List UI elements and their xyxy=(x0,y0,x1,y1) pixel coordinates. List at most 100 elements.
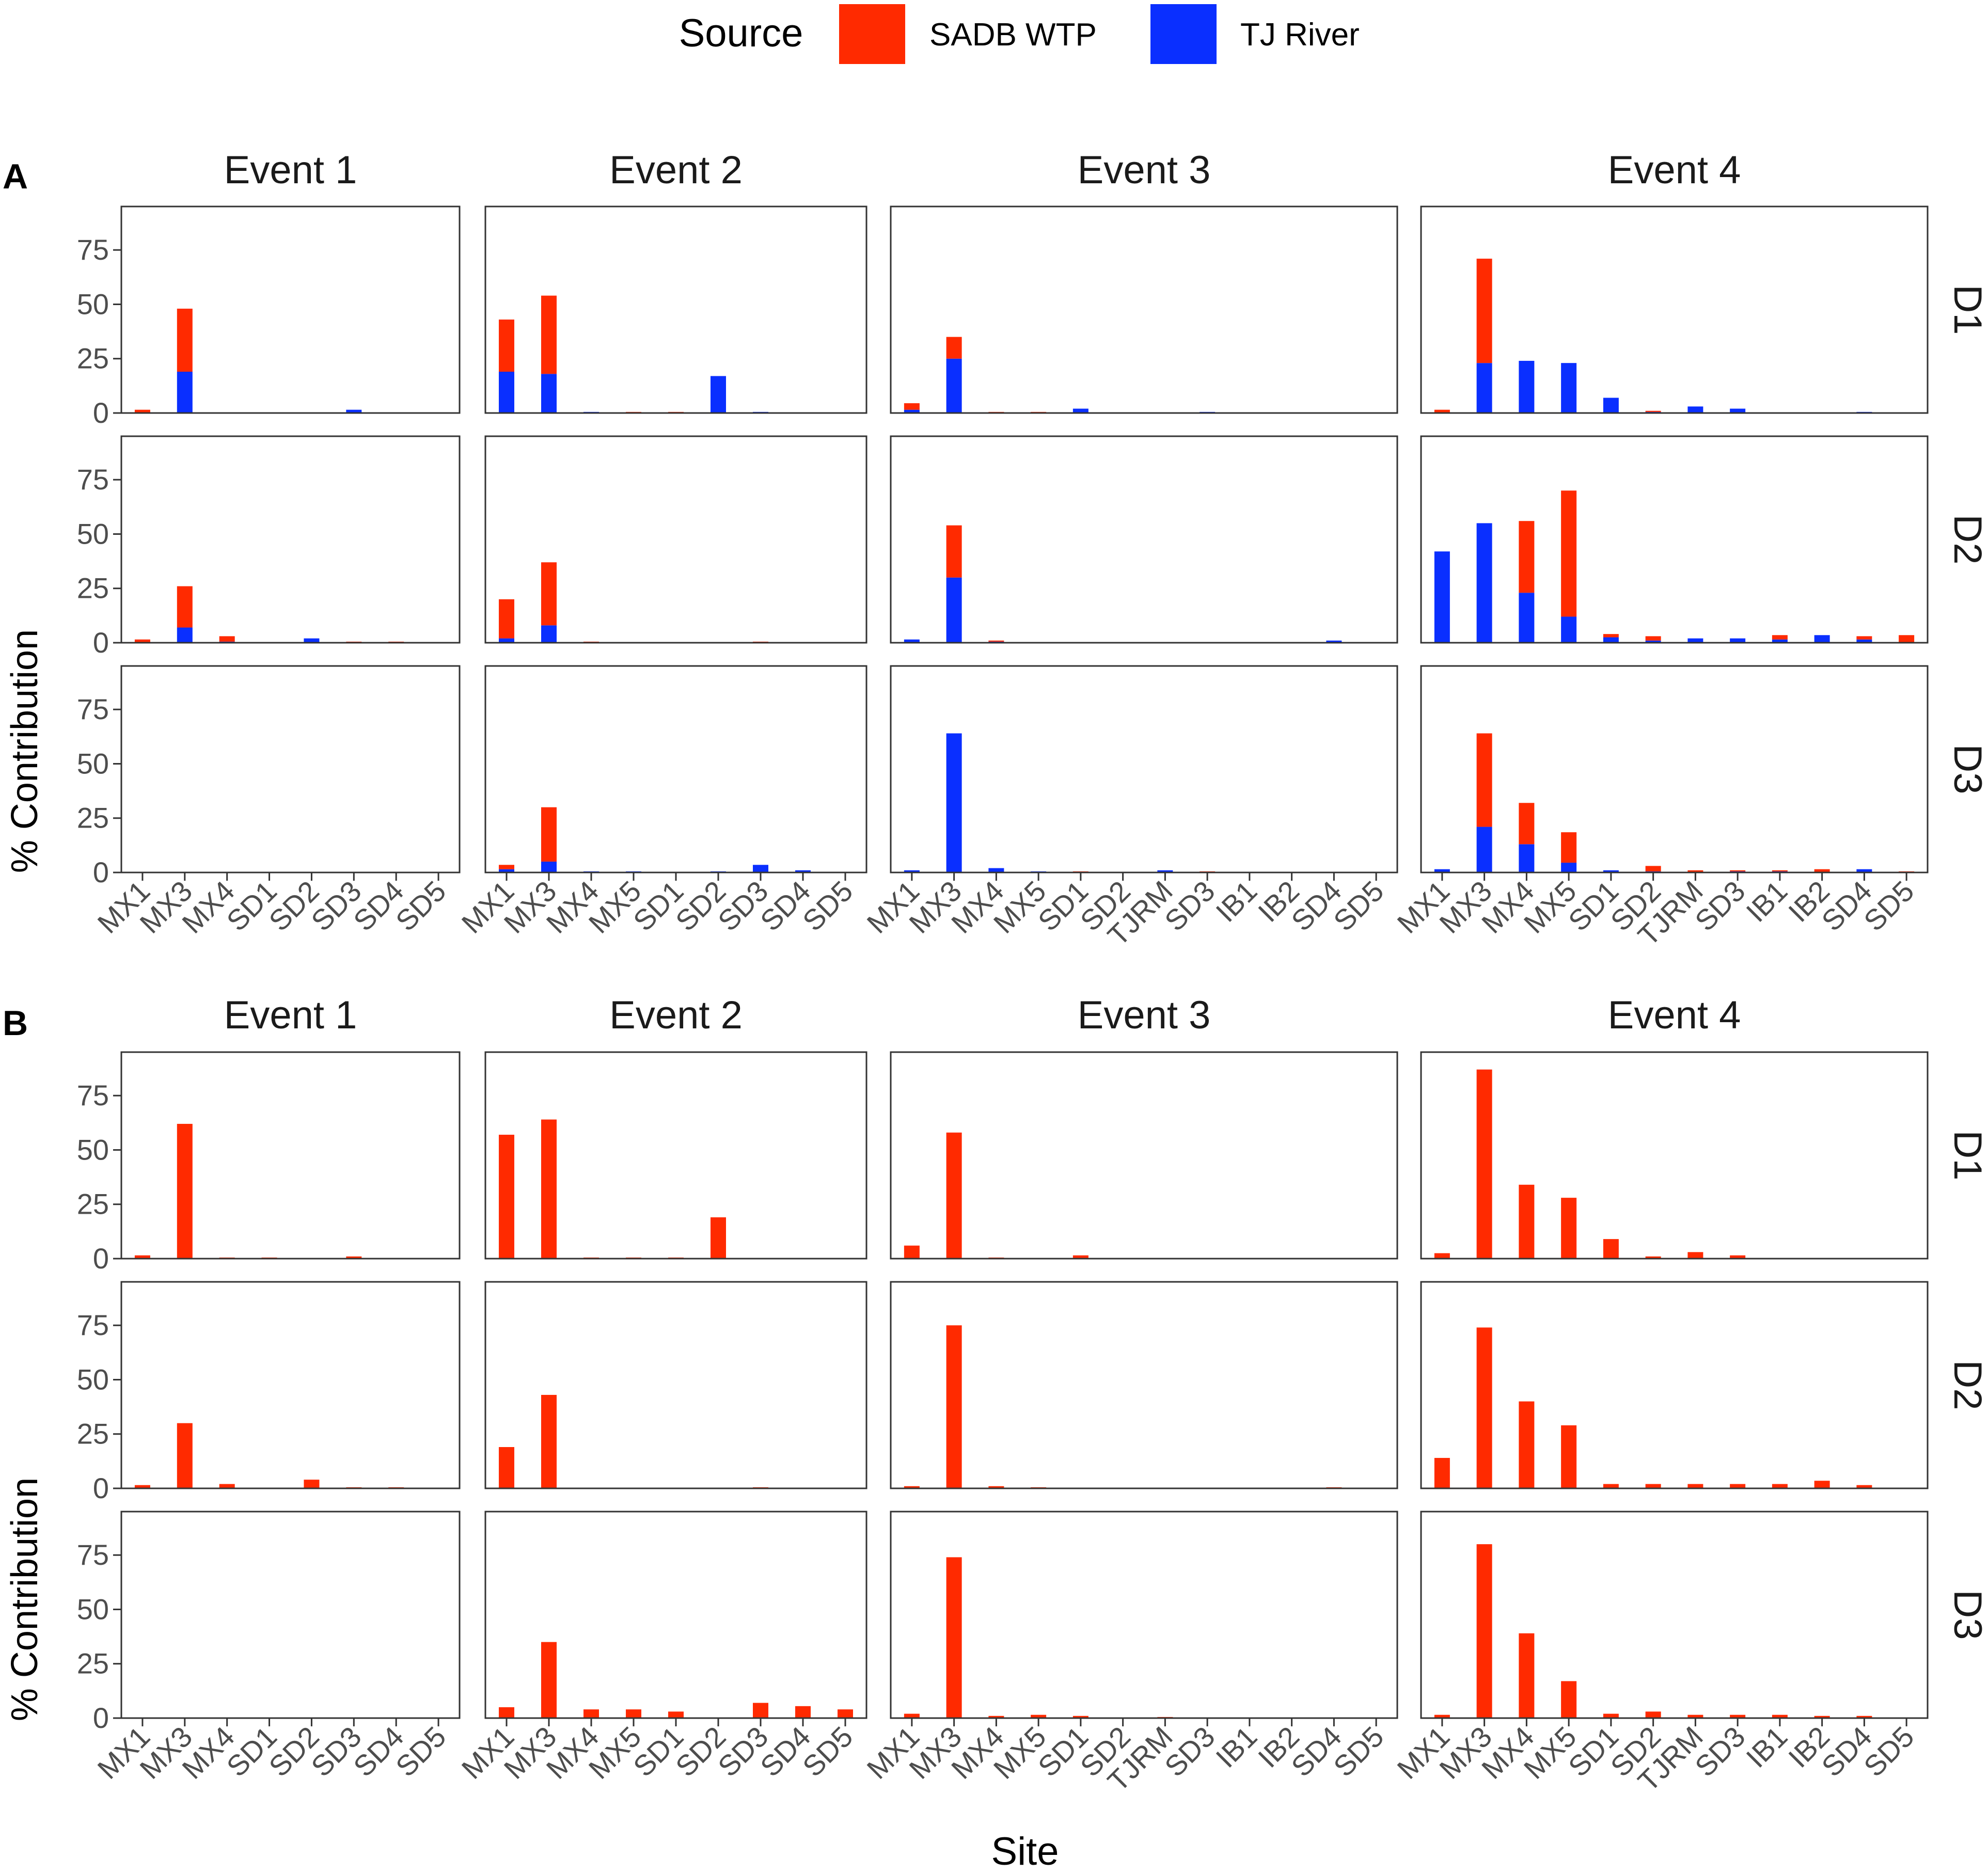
facet-frame xyxy=(120,1281,461,1489)
event-header-4: Event 4 xyxy=(1608,993,1741,1037)
bar-tj-river xyxy=(177,372,193,413)
depth-strip-d3: D3 xyxy=(1946,744,1988,794)
y-tick-label: 25 xyxy=(77,1188,109,1220)
bar-sadb-wtp xyxy=(1519,1184,1535,1259)
bar-sadb-wtp xyxy=(1730,1714,1746,1718)
y-tick-label: 25 xyxy=(77,572,109,605)
bar-sadb-wtp xyxy=(1856,636,1872,640)
bar-sadb-wtp xyxy=(1603,634,1619,638)
y-tick-label: 50 xyxy=(77,517,109,550)
y-tick-label: 0 xyxy=(93,1702,109,1734)
bar-sadb-wtp xyxy=(1687,1252,1703,1259)
bar-sadb-wtp xyxy=(541,807,557,862)
facet-frame xyxy=(484,435,867,644)
facet-frame xyxy=(120,205,461,414)
bar-tj-river xyxy=(1856,869,1872,872)
bar-sadb-wtp xyxy=(1856,1485,1872,1488)
legend-label-tj-river: TJ River xyxy=(1240,17,1360,53)
facet-frame xyxy=(890,205,1398,414)
x-tick-label: SD5 xyxy=(796,875,859,938)
y-tick-label: 75 xyxy=(77,1538,109,1571)
bar-sadb-wtp xyxy=(177,586,193,628)
facet-b-e2-d1 xyxy=(484,1051,867,1260)
bar-sadb-wtp xyxy=(1561,1198,1577,1259)
bar-tj-river xyxy=(1157,870,1173,872)
bar-sadb-wtp xyxy=(1561,1681,1577,1718)
event-header-2: Event 2 xyxy=(609,993,743,1037)
depth-strip-d1: D1 xyxy=(1946,1130,1988,1180)
bar-sadb-wtp xyxy=(1476,259,1492,363)
bar-tj-river xyxy=(1603,398,1619,413)
bar-tj-river xyxy=(1730,408,1746,413)
x-tick-label: SD5 xyxy=(1857,875,1920,938)
y-tick-label: 50 xyxy=(77,288,109,320)
y-tick-label: 0 xyxy=(93,1472,109,1504)
bar-sadb-wtp xyxy=(177,308,193,372)
bar-sadb-wtp xyxy=(1772,1714,1788,1718)
x-tick-label: SD5 xyxy=(1327,875,1390,938)
facet-b-e4-d2 xyxy=(1420,1281,1929,1489)
bar-tj-river xyxy=(1814,635,1830,643)
facet-frame xyxy=(484,205,867,414)
bar-tj-river xyxy=(1072,408,1088,413)
facet-frame xyxy=(890,1051,1398,1260)
bar-sadb-wtp xyxy=(1561,1425,1577,1488)
bar-sadb-wtp xyxy=(1730,870,1746,871)
bar-tj-river xyxy=(946,733,962,872)
bar-sadb-wtp xyxy=(1772,870,1788,871)
facet-frame xyxy=(120,435,461,644)
bar-sadb-wtp xyxy=(904,1245,920,1259)
y-tick-label: 50 xyxy=(77,1133,109,1166)
bar-sadb-wtp xyxy=(134,639,150,643)
bar-sadb-wtp xyxy=(219,636,235,642)
facet-frame xyxy=(1420,205,1929,414)
facet-a-e3-d2 xyxy=(890,435,1398,644)
bar-sadb-wtp xyxy=(946,337,962,359)
event-header-4: Event 4 xyxy=(1608,148,1741,192)
bar-tj-river xyxy=(1476,523,1492,643)
bar-sadb-wtp xyxy=(1603,1713,1619,1718)
bar-tj-river xyxy=(1856,639,1872,643)
bar-sadb-wtp xyxy=(1519,1401,1535,1488)
bar-sadb-wtp xyxy=(134,409,150,413)
bar-sadb-wtp xyxy=(219,1484,235,1488)
x-tick-label: SD5 xyxy=(1327,1720,1390,1783)
bar-sadb-wtp xyxy=(1687,870,1703,872)
bar-tj-river xyxy=(1687,638,1703,643)
event-header-3: Event 3 xyxy=(1078,148,1211,192)
bar-sadb-wtp xyxy=(499,1135,514,1259)
bar-sadb-wtp xyxy=(499,599,514,639)
y-tick-label: 50 xyxy=(77,1363,109,1395)
bar-tj-river xyxy=(946,358,962,413)
bar-sadb-wtp xyxy=(988,1486,1004,1488)
bar-sadb-wtp xyxy=(541,1394,557,1488)
bar-sadb-wtp xyxy=(1645,1711,1661,1718)
bar-sadb-wtp xyxy=(1519,1633,1535,1718)
event-header-3: Event 3 xyxy=(1078,993,1211,1037)
bar-tj-river xyxy=(499,638,514,643)
facet-frame xyxy=(1420,665,1929,874)
bar-sadb-wtp xyxy=(134,1255,150,1259)
bar-tj-river xyxy=(1561,863,1577,872)
bar-sadb-wtp xyxy=(541,562,557,626)
y-tick-label: 25 xyxy=(77,342,109,375)
facet-b-e4-d1 xyxy=(1420,1051,1929,1260)
legend-title: Source xyxy=(679,11,803,55)
bar-sadb-wtp xyxy=(904,1486,920,1488)
bar-sadb-wtp xyxy=(1687,1714,1703,1718)
event-header-1: Event 1 xyxy=(224,148,357,192)
facet-a-e1-d1 xyxy=(120,205,461,414)
bar-sadb-wtp xyxy=(626,1709,641,1718)
bar-sadb-wtp xyxy=(1645,636,1661,641)
bar-tj-river xyxy=(1730,638,1746,643)
bar-tj-river xyxy=(988,868,1004,872)
bar-sadb-wtp xyxy=(946,1325,962,1488)
bar-sadb-wtp xyxy=(1519,521,1535,593)
facet-frame xyxy=(1420,435,1929,644)
